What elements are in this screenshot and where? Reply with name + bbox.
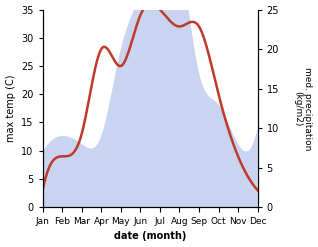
Y-axis label: max temp (C): max temp (C) — [5, 75, 16, 142]
Y-axis label: med. precipitation
(kg/m2): med. precipitation (kg/m2) — [293, 67, 313, 150]
X-axis label: date (month): date (month) — [114, 231, 186, 242]
